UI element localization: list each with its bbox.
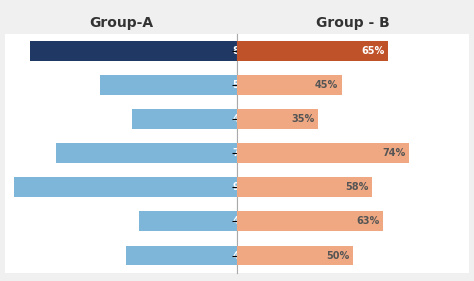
Bar <box>237 177 372 197</box>
Text: 78%: 78% <box>232 148 256 158</box>
Bar <box>30 41 237 61</box>
Bar <box>14 177 237 197</box>
Title: Group-A: Group-A <box>89 16 153 30</box>
Text: 48%: 48% <box>232 250 256 260</box>
Bar <box>132 109 237 129</box>
Bar <box>237 246 353 265</box>
Text: 35%: 35% <box>292 114 315 124</box>
Text: 45%: 45% <box>315 80 338 90</box>
Text: 65%: 65% <box>361 46 384 56</box>
Bar <box>126 246 237 265</box>
Text: 89%: 89% <box>232 46 256 56</box>
Text: 58%: 58% <box>345 182 368 192</box>
Bar <box>237 75 341 95</box>
Text: 50%: 50% <box>327 250 350 260</box>
Text: 59%: 59% <box>232 80 255 90</box>
Bar <box>139 212 237 231</box>
Bar <box>237 41 388 61</box>
Bar <box>56 143 237 163</box>
Text: 96%: 96% <box>232 182 255 192</box>
Bar <box>100 75 237 95</box>
Text: 63%: 63% <box>356 216 380 226</box>
Bar <box>237 143 409 163</box>
Text: 45%: 45% <box>232 114 255 124</box>
Text: 74%: 74% <box>382 148 405 158</box>
Title: Group - B: Group - B <box>316 16 390 30</box>
Bar <box>237 109 319 129</box>
Text: 42%: 42% <box>232 216 255 226</box>
Bar <box>237 212 383 231</box>
